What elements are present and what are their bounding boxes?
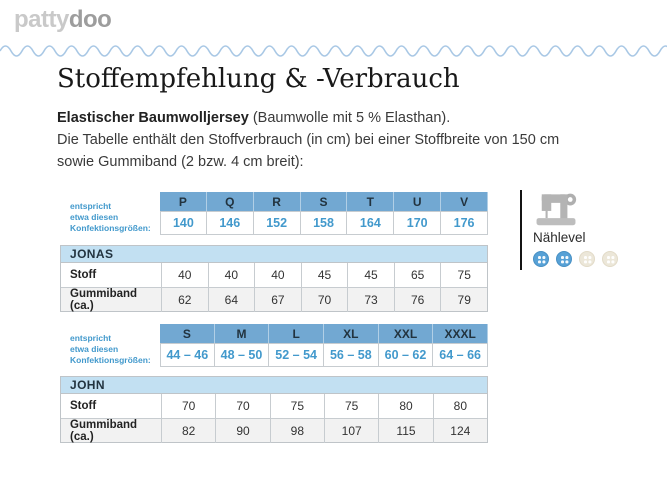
value-cell: 70 <box>300 288 348 312</box>
intro-fabric-name: Elastischer Baumwolljersey <box>57 110 249 126</box>
value-cell: 98 <box>269 419 324 443</box>
intro-line-3: sowie Gummiband (2 bzw. 4 cm breit): <box>57 154 304 170</box>
sidebar-divider <box>520 190 522 270</box>
size-cell: M <box>214 324 270 343</box>
value-cell: 82 <box>161 419 215 443</box>
size-table-jonas: P Q R S T U V 140 146 152 158 164 170 17… <box>160 192 488 235</box>
table-row-gummiband: Gummiband (ca.) 62 64 67 70 73 76 79 <box>61 287 487 312</box>
product-table-john: JOHN Stoff 70 70 75 75 80 80 Gummiband (… <box>60 376 488 443</box>
value-cell: 76 <box>393 288 441 312</box>
konfektion-cell: 176 <box>441 211 488 235</box>
value-cell: 65 <box>393 263 441 287</box>
product-name-bar: JONAS <box>61 246 487 263</box>
page-title: Stoffempfehlung & -Verbrauch <box>57 64 460 94</box>
table-row-stoff: Stoff 70 70 75 75 80 80 <box>61 394 487 418</box>
konfektion-cell: 140 <box>160 211 207 235</box>
size-cell: P <box>160 192 207 211</box>
value-cell: 45 <box>300 263 348 287</box>
sewing-machine-icon <box>536 193 577 226</box>
size-cell: V <box>441 192 488 211</box>
konfektion-cell: 52 – 54 <box>269 343 324 367</box>
konfektion-cell: 48 – 50 <box>214 343 270 367</box>
value-cell: 64 <box>207 288 255 312</box>
konfektion-cell: 60 – 62 <box>378 343 434 367</box>
intro-line-2: Die Tabelle enthält den Stoffverbrauch (… <box>57 132 560 148</box>
value-cell: 107 <box>323 419 378 443</box>
size-cell: L <box>269 324 324 343</box>
logo-text-light: patty <box>14 6 69 33</box>
value-cell: 40 <box>161 263 208 287</box>
value-cell: 40 <box>207 263 255 287</box>
table-row-gummiband: Gummiband (ca.) 82 90 98 107 115 124 <box>61 418 487 443</box>
logo-text-dark: doo <box>68 6 112 33</box>
value-cell: 62 <box>161 288 208 312</box>
intro-paragraph: Elastischer Baumwolljersey (Baumwolle mi… <box>57 107 602 173</box>
value-cell: 80 <box>378 394 432 418</box>
size-cell: XXXL <box>433 324 488 343</box>
size-cell: S <box>300 192 348 211</box>
konfektion-cell: 44 – 46 <box>160 343 215 367</box>
konfektion-cell: 164 <box>347 211 395 235</box>
row-label: Gummiband (ca.) <box>70 419 138 443</box>
size-table-john: S M L XL XXL XXXL 44 – 46 48 – 50 52 – 5… <box>160 324 488 367</box>
intro-fabric-detail: (Baumwolle mit 5 % Elasthan). <box>248 110 451 126</box>
value-cell: 75 <box>323 394 378 418</box>
value-cell: 79 <box>440 288 487 312</box>
wave-divider-icon <box>0 45 667 57</box>
size-cell: S <box>160 324 215 343</box>
value-cell: 75 <box>440 263 487 287</box>
size-cell: XXL <box>378 324 434 343</box>
value-cell: 45 <box>347 263 394 287</box>
size-cell: T <box>347 192 395 211</box>
value-cell: 115 <box>378 419 432 443</box>
level-button-empty <box>602 251 618 267</box>
intro-line-1: Elastischer Baumwolljersey (Baumwolle mi… <box>57 107 602 129</box>
value-cell: 90 <box>215 419 269 443</box>
value-cell: 124 <box>432 419 487 443</box>
value-cell: 70 <box>215 394 269 418</box>
value-cell: 80 <box>432 394 487 418</box>
size-cell: U <box>394 192 442 211</box>
value-cell: 75 <box>269 394 324 418</box>
value-cell: 70 <box>161 394 215 418</box>
level-button-filled <box>533 251 549 267</box>
pattydoo-logo: pattydoo <box>14 6 112 34</box>
size-cell: R <box>253 192 301 211</box>
size-note-jonas: entspricht etwa diesen Konfektionsgrößen… <box>70 201 151 233</box>
konfektion-cell: 158 <box>300 211 348 235</box>
value-cell: 73 <box>347 288 394 312</box>
table-row-stoff: Stoff 40 40 40 45 45 65 75 <box>61 263 487 287</box>
size-note-john: entspricht etwa diesen Konfektionsgrößen… <box>70 333 151 365</box>
konfektion-cell: 170 <box>394 211 442 235</box>
konfektion-cell: 56 – 58 <box>324 343 379 367</box>
value-cell: 40 <box>254 263 301 287</box>
konfektion-cell: 152 <box>253 211 301 235</box>
konfektion-cell: 64 – 66 <box>433 343 488 367</box>
size-cell: XL <box>324 324 379 343</box>
level-button-empty <box>579 251 595 267</box>
size-cell: Q <box>206 192 254 211</box>
product-name-bar: JOHN <box>61 377 487 394</box>
level-buttons <box>533 251 618 267</box>
row-label: Gummiband (ca.) <box>70 288 138 312</box>
row-label: Stoff <box>70 269 97 281</box>
value-cell: 67 <box>254 288 301 312</box>
product-table-jonas: JONAS Stoff 40 40 40 45 45 65 75 Gummiba… <box>60 245 488 312</box>
row-label: Stoff <box>70 400 97 412</box>
konfektion-cell: 146 <box>206 211 254 235</box>
level-button-filled <box>556 251 572 267</box>
naehlevel-label: Nählevel <box>533 230 586 245</box>
